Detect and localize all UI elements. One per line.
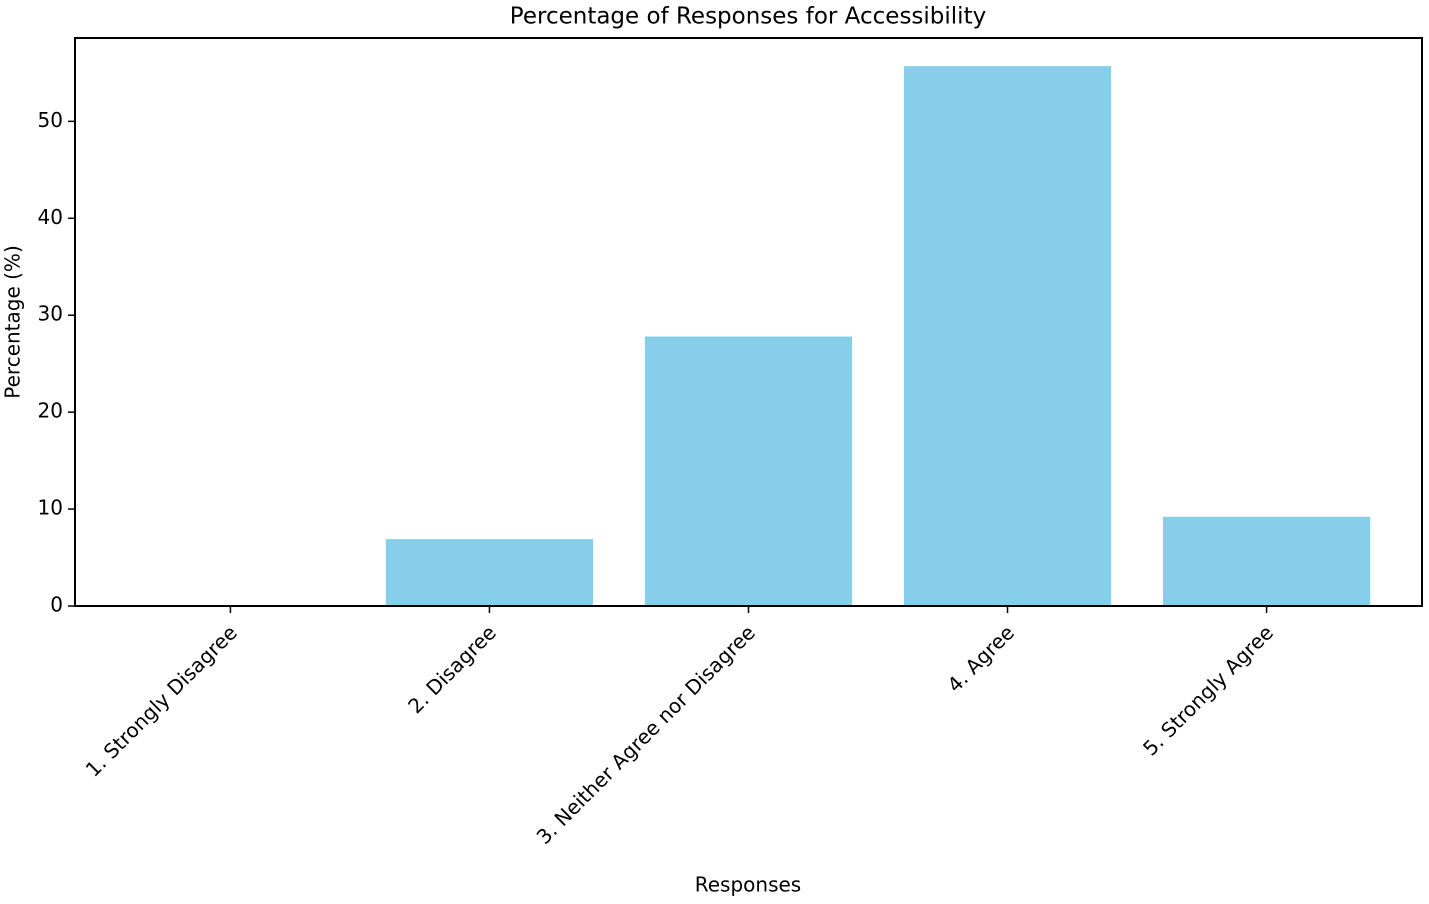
y-tick-label: 20 xyxy=(38,399,63,423)
x-tick-label: 3. Neither Agree nor Disagree xyxy=(532,620,760,848)
y-tick-label: 0 xyxy=(50,593,63,617)
bar xyxy=(903,66,1112,607)
y-tick-label: 10 xyxy=(38,496,63,520)
bar xyxy=(1162,516,1371,606)
bar xyxy=(385,539,594,606)
x-tick-label: 1. Strongly Disagree xyxy=(81,620,242,781)
bar xyxy=(644,336,853,606)
y-tick-label: 30 xyxy=(38,302,63,326)
x-tick-label: 2. Disagree xyxy=(403,620,501,718)
y-tick-label: 40 xyxy=(38,205,63,229)
y-axis-label: Percentage (%) xyxy=(1,245,25,398)
y-tick-label: 50 xyxy=(38,108,63,132)
x-tick-label: 4. Agree xyxy=(942,620,1019,697)
x-axis-label: Responses xyxy=(695,873,801,897)
chart-title: Percentage of Responses for Accessibilit… xyxy=(510,4,986,30)
plot-frame xyxy=(74,37,1423,607)
x-tick-label: 5. Strongly Agree xyxy=(1138,620,1278,760)
